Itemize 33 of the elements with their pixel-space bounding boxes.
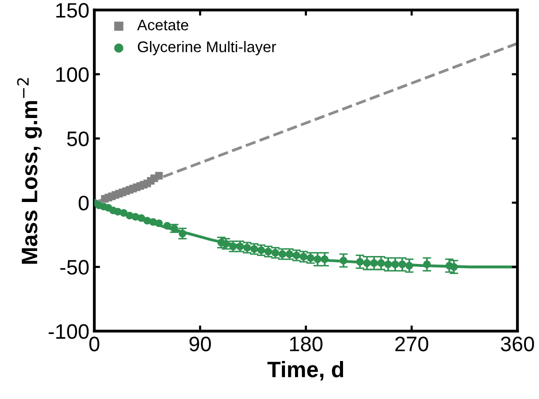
y-tick-label: 50 xyxy=(67,131,89,146)
point xyxy=(398,260,406,268)
point xyxy=(391,260,400,268)
point xyxy=(384,260,392,268)
y-tick-label: 0 xyxy=(78,196,89,210)
x-tick-label: 180 xyxy=(290,336,322,352)
x-tick-label: 270 xyxy=(395,336,428,352)
point xyxy=(363,259,371,267)
point xyxy=(370,259,378,267)
y-tick-label: -100 xyxy=(48,324,89,339)
point xyxy=(163,222,171,230)
point xyxy=(320,255,328,264)
x-tick-label: 0 xyxy=(89,336,100,352)
point xyxy=(314,255,322,264)
point xyxy=(138,214,146,222)
point xyxy=(450,263,458,271)
y-tick-label: 150 xyxy=(56,2,89,18)
legend-label: Glycerine Multi-layer xyxy=(138,41,276,56)
point xyxy=(340,256,348,264)
y-tick-label: -50 xyxy=(60,260,89,275)
point xyxy=(155,172,163,180)
legend-label: Acetate xyxy=(137,20,188,30)
point xyxy=(406,262,414,270)
point xyxy=(155,219,163,228)
point xyxy=(377,259,385,267)
y-axis-title: Mass Loss, g.m$^{−2}$ xyxy=(17,78,42,264)
y-tick-label: 100 xyxy=(56,67,89,82)
x-tick-label: 360 xyxy=(500,336,534,352)
point xyxy=(120,209,128,217)
x-tick-label: 90 xyxy=(189,336,211,352)
x-axis-title: Time, d xyxy=(267,361,344,381)
point xyxy=(423,260,431,268)
point xyxy=(356,258,364,266)
